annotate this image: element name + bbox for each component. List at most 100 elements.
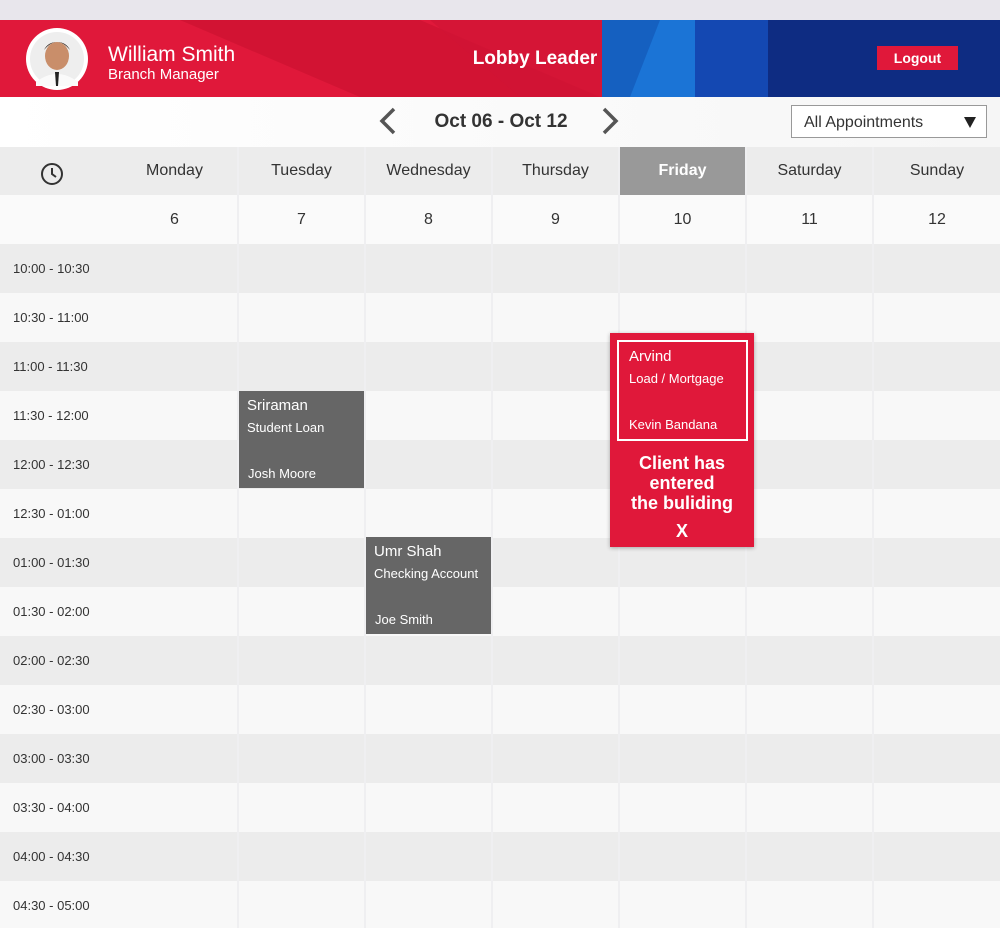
time-slot[interactable] [874, 440, 1000, 489]
time-slot[interactable] [874, 734, 1000, 783]
time-slot[interactable] [239, 293, 364, 342]
time-slot[interactable] [874, 489, 1000, 538]
time-slot[interactable] [366, 685, 491, 734]
time-slot[interactable] [239, 342, 364, 391]
filter-dropdown[interactable]: All Appointments [791, 105, 987, 138]
time-slot[interactable] [493, 244, 618, 293]
time-slot[interactable] [493, 783, 618, 832]
time-slot[interactable] [112, 342, 237, 391]
time-slot[interactable] [874, 832, 1000, 881]
time-slot[interactable] [874, 685, 1000, 734]
time-slot[interactable] [620, 685, 745, 734]
time-slot[interactable] [112, 587, 237, 636]
time-slot[interactable] [239, 636, 364, 685]
time-slot[interactable] [747, 881, 872, 928]
time-slot[interactable] [239, 881, 364, 928]
time-slot[interactable] [239, 783, 364, 832]
time-slot[interactable] [239, 244, 364, 293]
time-slot[interactable] [112, 685, 237, 734]
time-slot[interactable] [112, 489, 237, 538]
time-slot[interactable] [747, 783, 872, 832]
time-slot[interactable] [493, 685, 618, 734]
close-alert[interactable]: X [675, 521, 688, 541]
time-slot[interactable] [493, 538, 618, 587]
time-slot[interactable] [620, 636, 745, 685]
appointment[interactable]: Arvind Load / Mortgage Kevin Bandana [617, 340, 748, 441]
prev-arrow[interactable] [376, 107, 398, 135]
time-slot[interactable] [112, 244, 237, 293]
time-slot[interactable] [747, 342, 872, 391]
time-slot[interactable] [620, 783, 745, 832]
time-slot[interactable] [493, 293, 618, 342]
time-slot[interactable] [493, 636, 618, 685]
time-slot[interactable] [366, 783, 491, 832]
day-name[interactable]: Tuesday [239, 147, 364, 195]
time-slot[interactable] [112, 440, 237, 489]
time-slot[interactable] [366, 734, 491, 783]
time-slot[interactable] [620, 734, 745, 783]
day-name[interactable]: Monday [112, 147, 237, 195]
logout-button[interactable]: Logout [877, 46, 958, 70]
time-slot[interactable] [112, 538, 237, 587]
day-name[interactable]: Saturday [747, 147, 872, 195]
time-slot[interactable] [747, 244, 872, 293]
time-slot[interactable] [874, 587, 1000, 636]
time-slot[interactable] [874, 391, 1000, 440]
time-slot[interactable] [112, 293, 237, 342]
time-slot[interactable] [112, 636, 237, 685]
time-slot[interactable] [112, 391, 237, 440]
time-slot[interactable] [112, 734, 237, 783]
day-name[interactable]: Friday [620, 147, 745, 195]
time-slot[interactable] [239, 489, 364, 538]
time-slot[interactable] [239, 538, 364, 587]
next-arrow[interactable] [600, 107, 622, 135]
time-slot[interactable] [366, 293, 491, 342]
day-name[interactable]: Sunday [874, 147, 1000, 195]
time-slot[interactable] [112, 832, 237, 881]
time-slot[interactable] [366, 489, 491, 538]
time-slot[interactable] [493, 587, 618, 636]
time-slot[interactable] [874, 636, 1000, 685]
time-slot[interactable] [620, 881, 745, 928]
time-slot[interactable] [747, 734, 872, 783]
time-slot[interactable] [747, 832, 872, 881]
time-slot[interactable] [493, 881, 618, 928]
time-slot[interactable] [493, 832, 618, 881]
time-slot[interactable] [874, 538, 1000, 587]
time-slot[interactable] [747, 440, 872, 489]
appointment[interactable]: Sriraman Student Loan Josh Moore [239, 391, 364, 488]
time-slot[interactable] [747, 636, 872, 685]
alert-appointment[interactable]: Arvind Load / Mortgage Kevin Bandana Cli… [610, 333, 754, 547]
time-slot[interactable] [366, 636, 491, 685]
time-slot[interactable] [620, 587, 745, 636]
time-slot[interactable] [112, 881, 237, 928]
time-slot[interactable] [620, 244, 745, 293]
time-slot[interactable] [747, 587, 872, 636]
time-slot[interactable] [747, 489, 872, 538]
time-slot[interactable] [493, 734, 618, 783]
time-slot[interactable] [239, 832, 364, 881]
time-slot[interactable] [747, 685, 872, 734]
appointment[interactable]: Umr Shah Checking Account Joe Smith [366, 537, 491, 634]
time-slot[interactable] [493, 342, 618, 391]
time-slot[interactable] [493, 489, 618, 538]
day-name[interactable]: Thursday [493, 147, 618, 195]
time-slot[interactable] [874, 783, 1000, 832]
time-slot[interactable] [747, 538, 872, 587]
time-slot[interactable] [874, 293, 1000, 342]
day-name[interactable]: Wednesday [366, 147, 491, 195]
time-slot[interactable] [874, 342, 1000, 391]
time-slot[interactable] [112, 783, 237, 832]
time-slot[interactable] [874, 244, 1000, 293]
time-slot[interactable] [239, 587, 364, 636]
time-slot[interactable] [366, 881, 491, 928]
time-slot[interactable] [366, 244, 491, 293]
time-slot[interactable] [747, 391, 872, 440]
time-slot[interactable] [620, 832, 745, 881]
time-slot[interactable] [239, 685, 364, 734]
time-slot[interactable] [747, 293, 872, 342]
time-slot[interactable] [239, 734, 364, 783]
time-slot[interactable] [366, 440, 491, 489]
time-slot[interactable] [874, 881, 1000, 928]
time-slot[interactable] [366, 832, 491, 881]
